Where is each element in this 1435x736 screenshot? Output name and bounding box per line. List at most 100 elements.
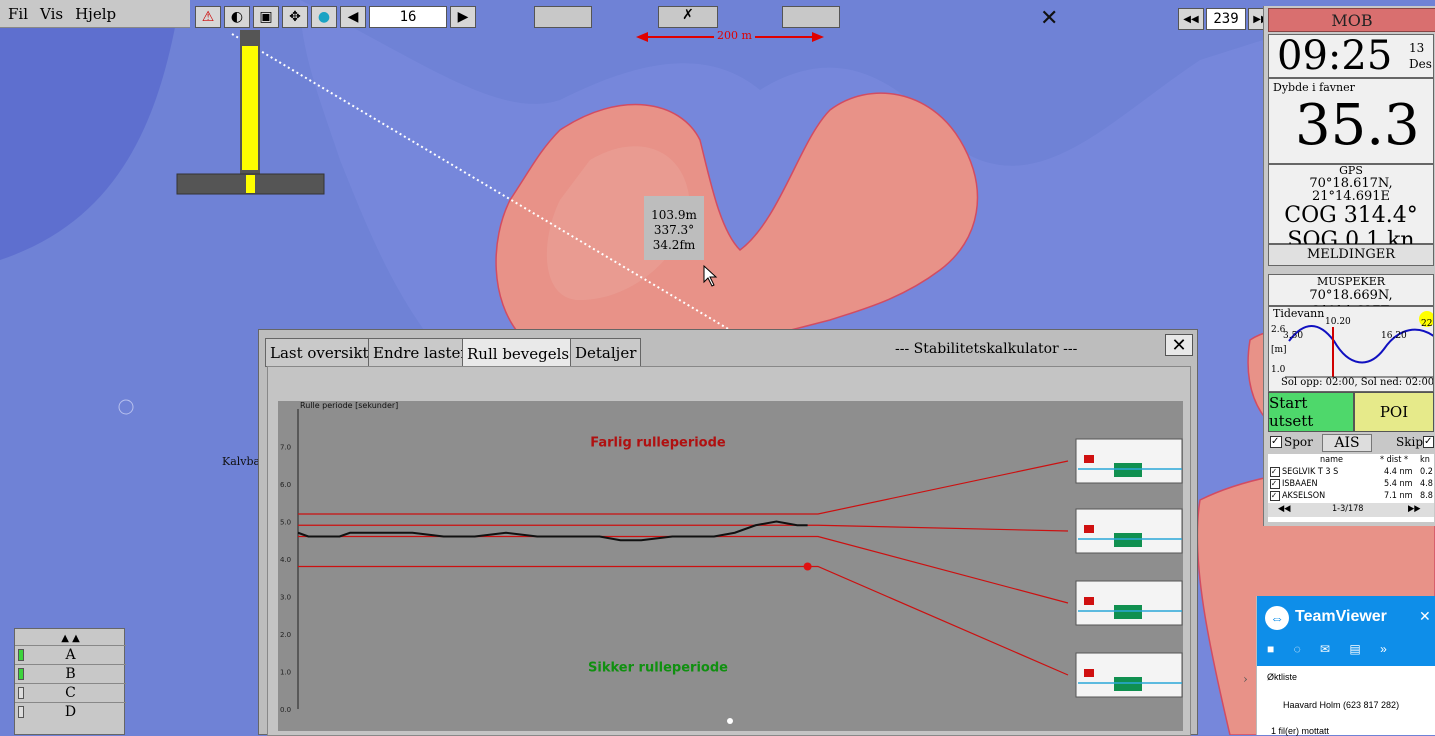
menu-help[interactable]: Hjelp bbox=[75, 4, 117, 23]
counter-control: ◀◀ 239 ▶▶ bbox=[1178, 8, 1274, 30]
spor-label: Spor bbox=[1284, 435, 1313, 449]
layer-c[interactable]: C bbox=[15, 683, 126, 702]
depth-value: 35.3 bbox=[1295, 93, 1420, 158]
right-panel: MOB 09:25 13 Des Dybde i favner 35.3 GPS… bbox=[1263, 6, 1435, 526]
tide-time-2: 16.20 bbox=[1381, 331, 1407, 341]
ship-tool-icon[interactable] bbox=[534, 6, 592, 28]
vessel-hold-icon bbox=[1114, 533, 1142, 547]
menu-bar: Fil Vis Hjelp bbox=[0, 0, 190, 28]
session-list-label: Øktliste bbox=[1267, 672, 1298, 682]
y-tick-label: 5.0 bbox=[280, 519, 291, 527]
ais-col-name: name bbox=[1320, 455, 1343, 465]
y-tick-label: 7.0 bbox=[280, 444, 291, 452]
clock-day: 13 bbox=[1409, 41, 1425, 55]
ais-tab[interactable]: AIS bbox=[1322, 434, 1372, 452]
teamviewer-actions-icon[interactable]: ■ ◌ ✉ ▤ » bbox=[1267, 642, 1395, 656]
zoom-field[interactable]: 16 bbox=[369, 6, 447, 28]
y-tick-label: 1.0 bbox=[280, 669, 291, 677]
compass-tool-icon[interactable]: ✗ bbox=[658, 6, 718, 28]
ais-row-checkbox-icon[interactable]: ✓ bbox=[1270, 491, 1280, 501]
layer-b[interactable]: B bbox=[15, 664, 126, 683]
ship-side-icon[interactable] bbox=[782, 6, 840, 28]
pan-icon[interactable]: ✥ bbox=[282, 6, 308, 28]
layer-c-indicator bbox=[18, 687, 24, 699]
messages-button[interactable]: MELDINGER bbox=[1268, 244, 1434, 266]
tide-time-1: 10.20 bbox=[1325, 317, 1351, 327]
vessel-funnel-icon bbox=[1084, 455, 1094, 463]
warning-icon[interactable]: ⚠ bbox=[195, 6, 221, 28]
ais-pager: ◀◀ 1-3/178 ▶▶ bbox=[1268, 503, 1434, 517]
first-icon[interactable]: ◀◀ bbox=[1178, 8, 1204, 30]
map-place-label: Kalvba bbox=[222, 455, 261, 468]
tide-time-3: 22.3 bbox=[1421, 319, 1433, 329]
layer-a[interactable]: A bbox=[15, 645, 126, 664]
roll-period-line bbox=[297, 520, 808, 542]
layer-d[interactable]: D bbox=[15, 702, 126, 721]
chart-svg: Rulle periode [sekunder] 0.0 1.0 2.0 3.0 4.0 5… bbox=[280, 401, 1183, 724]
tab-roll-motion[interactable]: Rull bevegelse bbox=[462, 338, 583, 369]
vessel-funnel-icon bbox=[1084, 525, 1094, 533]
y-tick-label: 2.0 bbox=[280, 631, 291, 639]
ais-row-checkbox-icon[interactable]: ✓ bbox=[1270, 479, 1280, 489]
cursor-label: MUSPEKER bbox=[1316, 275, 1386, 288]
y-tick-label: 4.0 bbox=[280, 556, 291, 564]
ais-list: name * dist * kn ✓ SEGLVIK T 3 S 4.4 nm … bbox=[1268, 454, 1434, 522]
depth-box: Dybde i favner 35.3 bbox=[1268, 78, 1434, 164]
session-user[interactable]: Haavard Holm (623 817 282) bbox=[1283, 700, 1400, 710]
vessel-funnel-icon bbox=[1084, 597, 1094, 605]
measure-tooltip: 103.9m 337.3° 34.2fm bbox=[644, 196, 704, 260]
layer-c-label: C bbox=[65, 685, 76, 701]
counter-field[interactable]: 239 bbox=[1206, 8, 1246, 30]
prev-page-icon[interactable]: ◀◀ bbox=[1278, 504, 1291, 514]
teamviewer-logo-icon: ⇔ bbox=[1265, 606, 1289, 630]
ais-row-kn: 0.2 bbox=[1420, 467, 1433, 477]
day-night-icon[interactable]: ◐ bbox=[224, 6, 250, 28]
tide-label: Tidevann bbox=[1273, 307, 1325, 320]
spor-checkbox-icon[interactable]: ✓ bbox=[1270, 436, 1282, 448]
ais-row-kn: 4.8 bbox=[1420, 479, 1433, 489]
ais-row-dist: 7.1 nm bbox=[1384, 491, 1413, 501]
danger-zone-label: Farlig rulleperiode bbox=[590, 436, 726, 451]
ais-row-name: ISBAAEN bbox=[1282, 479, 1318, 489]
menu-view[interactable]: Vis bbox=[40, 4, 64, 23]
dialog-title: --- Stabilitetskalkulator --- bbox=[895, 341, 1078, 357]
screenshot-icon[interactable]: ▣ bbox=[253, 6, 279, 28]
ais-row-dist: 4.4 nm bbox=[1384, 467, 1413, 477]
tab-load-overview[interactable]: Last oversikt bbox=[265, 338, 374, 367]
mob-button[interactable]: MOB bbox=[1268, 8, 1435, 32]
zoom-out-button[interactable]: ◀ bbox=[340, 6, 366, 28]
ais-row[interactable]: ✓ AKSELSON 7.1 nm 8.8 bbox=[1268, 491, 1434, 503]
tab-details[interactable]: Detaljer bbox=[570, 338, 642, 367]
tide-hi: 2.6 bbox=[1271, 325, 1286, 335]
reference-line bbox=[298, 565, 1069, 676]
y-tick-label: 3.0 bbox=[280, 594, 291, 602]
yr-icon[interactable]: ● bbox=[311, 6, 337, 28]
ais-col-kn: kn bbox=[1420, 455, 1430, 465]
tide-low: 1.0 bbox=[1271, 365, 1286, 375]
layer-panel-header[interactable]: ▲ ▲ bbox=[61, 633, 80, 644]
ais-row[interactable]: ✓ ISBAAEN 5.4 nm 4.8 bbox=[1268, 479, 1434, 491]
reference-line bbox=[298, 535, 1069, 604]
teamviewer-close-icon[interactable]: ✕ bbox=[1419, 608, 1431, 624]
poi-button[interactable]: POI bbox=[1354, 392, 1434, 432]
ais-row-checkbox-icon[interactable]: ✓ bbox=[1270, 467, 1280, 477]
menu-file[interactable]: Fil bbox=[8, 4, 29, 23]
session-expand-icon[interactable]: › bbox=[1243, 672, 1248, 686]
vessel-hold-icon bbox=[1114, 463, 1142, 477]
cursor-box: MUSPEKER 70°18.669N, 21°14.627E bbox=[1268, 274, 1434, 319]
next-page-icon[interactable]: ▶▶ bbox=[1408, 504, 1421, 514]
zoom-in-button[interactable]: ▶ bbox=[450, 6, 476, 28]
close-button[interactable]: ✕ bbox=[1165, 334, 1193, 356]
vessel-funnel-icon bbox=[1084, 669, 1094, 677]
ais-row[interactable]: ✓ SEGLVIK T 3 S 4.4 nm 0.2 bbox=[1268, 467, 1434, 479]
vessel-hold-icon bbox=[1114, 677, 1142, 691]
skip-checkbox-icon[interactable]: ✓ bbox=[1423, 436, 1434, 448]
layer-panel: ▲ ▲ A B C D bbox=[14, 628, 126, 735]
layer-a-indicator bbox=[18, 649, 24, 661]
teamviewer-panel: ⇔ TeamViewer ✕ ■ ◌ ✉ ▤ » › Øktliste Haav… bbox=[1243, 596, 1435, 736]
tools-icon[interactable]: ✕ bbox=[1040, 6, 1059, 31]
tab-change-loads[interactable]: Endre laster bbox=[368, 338, 473, 367]
clock-box: 09:25 13 Des bbox=[1268, 33, 1434, 79]
start-button[interactable]: Start utsett bbox=[1268, 392, 1354, 432]
ais-row-dist: 5.4 nm bbox=[1384, 479, 1413, 489]
